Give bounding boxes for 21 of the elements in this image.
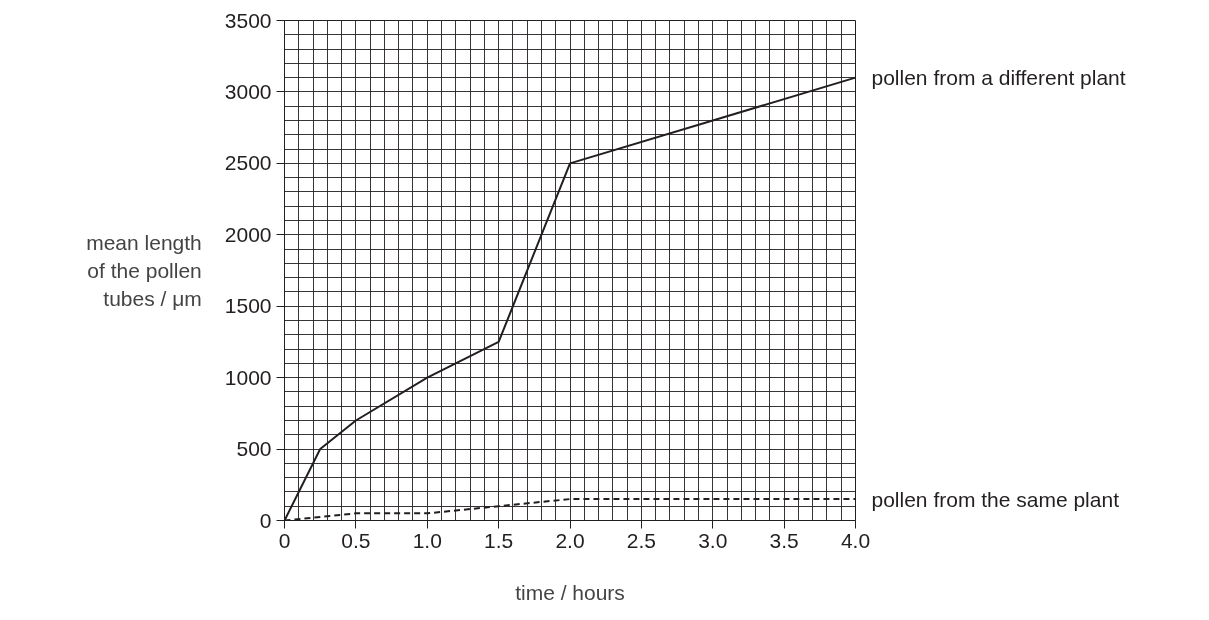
y-axis-title: mean length of the pollen tubes / μm: [86, 231, 202, 310]
y-tick-label: 1500: [224, 294, 272, 318]
series-label: pollen from the same plant: [871, 487, 1120, 511]
x-tick-label: 3.5: [769, 528, 799, 552]
y-tick-label: 3000: [224, 79, 272, 103]
x-tick-label: 2.0: [555, 528, 585, 552]
x-tick-label: 0: [278, 528, 291, 552]
y-tick-label: 1000: [224, 365, 272, 389]
y-tick-label: 0: [259, 508, 272, 532]
x-tick-label: 1.5: [484, 528, 514, 552]
y-tick-label: 500: [236, 437, 272, 461]
y-tick-label: 3500: [224, 8, 272, 32]
x-tick-label: 1.0: [412, 528, 442, 552]
y-tick-label: 2000: [224, 222, 272, 246]
x-tick-label: 3.0: [698, 528, 728, 552]
x-tick-label: 2.5: [626, 528, 656, 552]
y-tick-label: 2500: [224, 151, 272, 175]
series-label: pollen from a different plant: [871, 66, 1126, 90]
x-tick-label: 4.0: [840, 528, 871, 552]
x-axis-title: time / hours: [515, 580, 625, 604]
x-tick-label: 0.5: [341, 528, 371, 552]
